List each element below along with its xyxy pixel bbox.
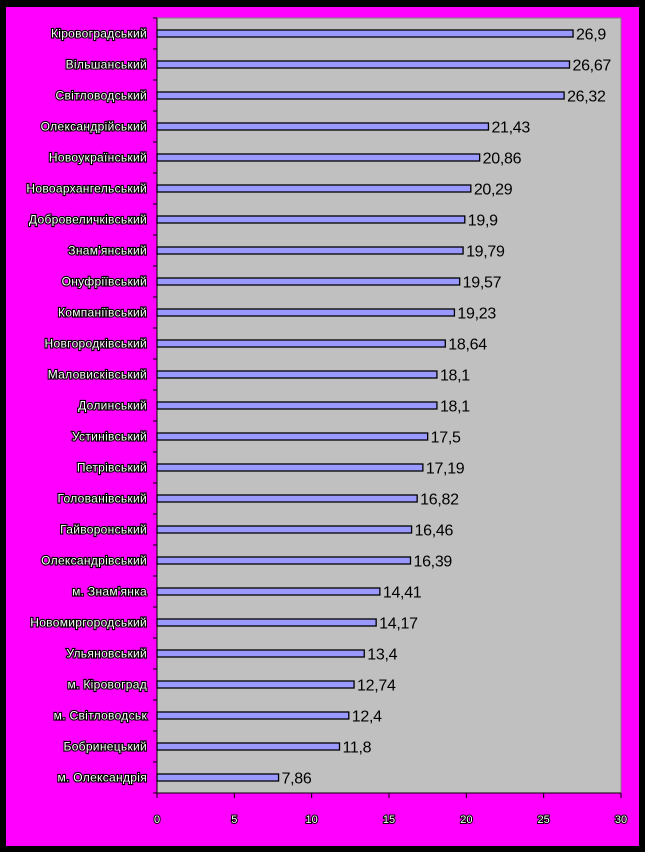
value-label: 13,4 bbox=[367, 647, 397, 664]
value-label: 20,86 bbox=[483, 151, 522, 168]
value-label: 19,79 bbox=[466, 244, 505, 261]
value-label: 18,64 bbox=[448, 337, 487, 354]
value-label: 12,74 bbox=[357, 678, 396, 695]
bar bbox=[156, 246, 464, 255]
category-label: Кіровоградський bbox=[51, 27, 147, 41]
value-label: 7,86 bbox=[282, 771, 312, 788]
category-label: Вільшанський bbox=[66, 58, 147, 72]
category-label: Долинський bbox=[78, 399, 147, 413]
value-label: 19,9 bbox=[468, 213, 498, 230]
category-label: м. Кіровоград bbox=[68, 678, 147, 692]
x-tick-label: 5 bbox=[231, 814, 237, 826]
x-tick-label: 25 bbox=[538, 814, 550, 826]
bar bbox=[156, 773, 280, 782]
x-tick-label: 0 bbox=[154, 814, 160, 826]
category-label: Світловодський bbox=[55, 89, 147, 103]
category-label: Олександрівський bbox=[41, 554, 147, 568]
category-label: Маловисківський bbox=[48, 368, 147, 382]
bar bbox=[156, 339, 446, 348]
bar bbox=[156, 122, 490, 131]
category-label: Голованівський bbox=[58, 492, 147, 506]
value-label: 26,9 bbox=[576, 27, 606, 44]
category-label: Новомиргородський bbox=[30, 616, 147, 630]
value-label: 19,23 bbox=[457, 306, 496, 323]
category-label: Знам'янський bbox=[68, 244, 147, 258]
bar bbox=[156, 525, 413, 534]
value-label: 16,82 bbox=[420, 492, 459, 509]
category-label: Ульяновський bbox=[66, 647, 147, 661]
category-label: Новоукраїнський bbox=[49, 151, 147, 165]
bar bbox=[156, 587, 381, 596]
bar bbox=[156, 432, 429, 441]
category-label: Гайворонський bbox=[60, 523, 147, 537]
value-label: 19,57 bbox=[463, 275, 502, 292]
value-label: 17,19 bbox=[426, 461, 465, 478]
category-label: Бобринецький bbox=[64, 740, 147, 754]
value-label: 21,43 bbox=[491, 120, 530, 137]
bar bbox=[156, 91, 565, 100]
bar bbox=[156, 618, 377, 627]
bar bbox=[156, 401, 438, 410]
bar bbox=[156, 556, 412, 565]
value-label: 11,8 bbox=[343, 740, 372, 757]
category-label: Петрівський bbox=[77, 461, 147, 475]
category-label: м. Олександрія bbox=[57, 771, 147, 785]
category-label: м. Світловодськ bbox=[54, 709, 148, 723]
x-tick-label: 30 bbox=[615, 814, 627, 826]
bar bbox=[156, 680, 355, 689]
x-tick-label: 15 bbox=[383, 814, 395, 826]
category-label: Компаніївський bbox=[58, 306, 147, 320]
category-label: м. Знам'янка bbox=[72, 585, 147, 599]
value-label: 18,1 bbox=[440, 399, 470, 416]
value-label: 14,41 bbox=[383, 585, 422, 602]
value-label: 16,46 bbox=[415, 523, 454, 540]
bar bbox=[156, 184, 472, 193]
bar bbox=[156, 649, 365, 658]
value-label: 16,39 bbox=[413, 554, 452, 571]
x-tick-label: 20 bbox=[460, 814, 472, 826]
bar bbox=[156, 370, 438, 379]
bar bbox=[156, 60, 571, 69]
bar bbox=[156, 153, 481, 162]
category-label: Олександрійський bbox=[41, 120, 147, 134]
bar bbox=[156, 29, 574, 38]
value-label: 26,67 bbox=[572, 58, 611, 75]
category-label: Онуфріївський bbox=[62, 275, 147, 289]
category-label: Устинівський bbox=[72, 430, 147, 444]
bar bbox=[156, 494, 418, 503]
value-label: 20,29 bbox=[474, 182, 513, 199]
category-label: Новгородківський bbox=[45, 337, 147, 351]
category-label: Добровеличківський bbox=[29, 213, 147, 227]
value-label: 14,17 bbox=[379, 616, 418, 633]
x-tick-label: 10 bbox=[306, 814, 318, 826]
bar bbox=[156, 308, 456, 317]
bar bbox=[156, 277, 461, 286]
value-label: 18,1 bbox=[440, 368, 470, 385]
bar bbox=[156, 215, 466, 224]
value-label: 12,4 bbox=[352, 709, 382, 726]
bar bbox=[156, 742, 341, 751]
category-label: Новоархангельський bbox=[26, 182, 147, 196]
bar bbox=[156, 711, 350, 720]
bar bbox=[156, 463, 424, 472]
value-label: 17,5 bbox=[431, 430, 461, 447]
value-label: 26,32 bbox=[567, 89, 606, 106]
